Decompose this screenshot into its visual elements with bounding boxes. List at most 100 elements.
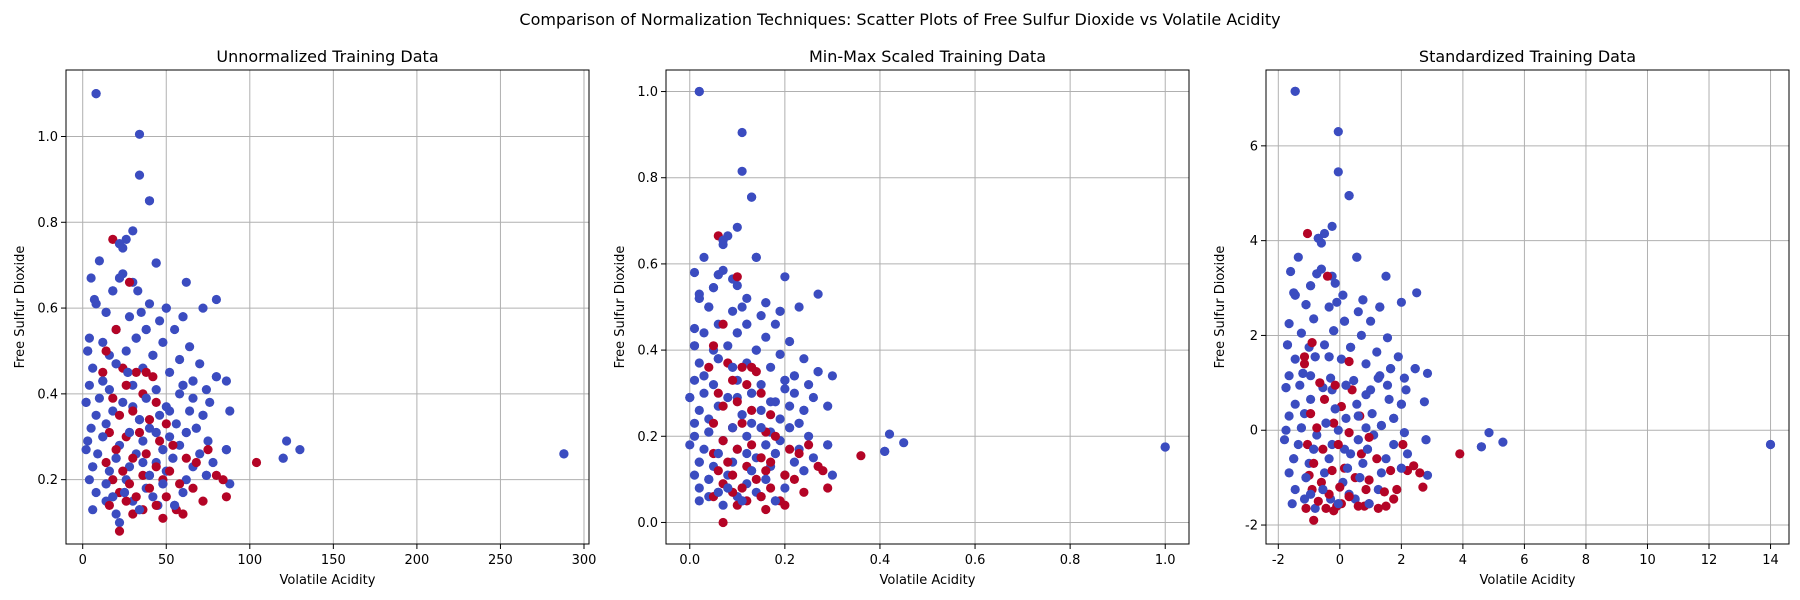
- scatter-point-class-0: [1309, 444, 1319, 454]
- scatter-point-class-1: [144, 415, 155, 425]
- scatter-point-class-0: [756, 423, 766, 433]
- scatter-point-class-1: [155, 436, 165, 446]
- scatter-point-class-0: [1327, 221, 1337, 231]
- scatter-point-class-0: [559, 449, 569, 459]
- scatter-point-class-0: [118, 397, 128, 407]
- scatter-point-class-1: [1373, 503, 1383, 513]
- scatter-point-class-0: [98, 337, 108, 347]
- y-axis-label: Free Sulfur Dioxide: [613, 246, 628, 369]
- scatter-point-class-0: [98, 432, 108, 442]
- subplot-title: Unnormalized Training Data: [216, 47, 438, 66]
- scatter-point-class-0: [211, 372, 221, 382]
- scatter-point-class-0: [98, 376, 108, 386]
- x-tick-label: -2: [1272, 553, 1285, 568]
- scatter-point-class-0: [689, 341, 700, 351]
- scatter-point-class-0: [148, 492, 158, 502]
- scatter-point-class-0: [83, 346, 93, 356]
- scatter-point-class-0: [1310, 352, 1320, 362]
- scatter-point-class-0: [770, 496, 781, 506]
- scatter-point-class-0: [1286, 266, 1296, 277]
- scatter-point-class-0: [747, 192, 757, 202]
- x-tick-label: 0.2: [775, 553, 796, 568]
- scatter-point-class-0: [94, 393, 104, 403]
- scatter-point-class-0: [104, 385, 114, 395]
- scatter-point-class-0: [1352, 399, 1362, 409]
- scatter-point-class-0: [699, 252, 709, 262]
- scatter-point-class-0: [723, 392, 733, 403]
- scatter-point-class-1: [111, 445, 121, 455]
- scatter-point-class-1: [221, 492, 231, 502]
- scatter-point-class-1: [718, 319, 728, 329]
- scatter-point-class-1: [144, 483, 155, 493]
- axes-frame: [665, 69, 1190, 545]
- scatter-point-class-0: [761, 332, 771, 342]
- scatter-point-class-0: [1296, 328, 1306, 338]
- scatter-point-class-0: [785, 401, 795, 411]
- scatter-point-class-0: [1384, 394, 1394, 404]
- scatter-point-class-1: [138, 470, 148, 480]
- scatter-point-class-0: [198, 303, 208, 313]
- scatter-point-class-0: [165, 367, 175, 377]
- scatter-point-class-0: [1498, 437, 1508, 447]
- scatter-point-class-0: [198, 410, 208, 420]
- scatter-point-class-0: [124, 312, 135, 322]
- scatter-point-class-0: [1396, 297, 1406, 307]
- scatter-point-class-0: [1344, 191, 1354, 201]
- scatter-point-class-0: [1324, 352, 1334, 362]
- scatter-point-class-0: [81, 445, 91, 455]
- scatter-point-class-1: [121, 380, 131, 390]
- scatter-point-class-0: [1279, 435, 1290, 445]
- scatter-point-class-0: [794, 418, 804, 428]
- scatter-point-class-1: [1306, 409, 1316, 419]
- scatter-point-class-0: [1319, 228, 1330, 239]
- scatter-point-class-0: [823, 440, 833, 450]
- scatter-point-class-0: [119, 487, 130, 498]
- scatter-point-class-0: [91, 89, 101, 99]
- scatter-point-class-0: [1381, 271, 1391, 281]
- scatter-point-class-0: [1321, 418, 1331, 428]
- scatter-point-class-0: [111, 359, 121, 369]
- scatter-point-class-0: [211, 294, 221, 305]
- scatter-point-class-0: [108, 286, 118, 296]
- scatter-point-class-0: [101, 419, 111, 429]
- scatter-point-class-0: [1367, 409, 1377, 419]
- scatter-point-class-0: [1382, 380, 1393, 390]
- scatter-point-class-1: [799, 487, 809, 497]
- scatter-point-class-0: [785, 336, 795, 347]
- scatter-point-class-0: [1306, 489, 1316, 499]
- scatter-point-class-1: [111, 324, 121, 335]
- scatter-point-class-0: [689, 470, 700, 480]
- scatter-point-class-0: [1382, 333, 1393, 343]
- scatter-point-class-0: [1396, 463, 1406, 473]
- scatter-point-class-1: [151, 500, 161, 510]
- scatter-point-class-1: [191, 457, 201, 468]
- scatter-point-class-0: [1293, 439, 1303, 450]
- scatter-point-class-1: [131, 492, 141, 502]
- scatter-point-class-0: [694, 293, 704, 303]
- scatter-point-class-0: [704, 302, 714, 312]
- subplot-unnormalized: 0 50 100 150 200 250 300 0.2 0.4 0.6 0.8 1.0 Unnorm…: [13, 47, 596, 588]
- y-tick-label: 0: [1250, 424, 1258, 439]
- scatter-point-class-1: [1372, 454, 1382, 464]
- scatter-point-class-0: [1349, 375, 1359, 386]
- x-tick-label: 1.0: [1155, 553, 1176, 568]
- y-axis-label: Free Sulfur Dioxide: [13, 246, 28, 369]
- scatter-point-class-0: [1376, 420, 1386, 431]
- scatter-point-class-1: [1299, 359, 1310, 369]
- scatter-point-class-0: [1319, 468, 1330, 478]
- scatter-point-class-0: [168, 453, 178, 463]
- scatter-point-class-0: [88, 363, 98, 373]
- subplot-title: Standardized Training Data: [1419, 47, 1636, 66]
- scatter-point-class-0: [1284, 411, 1294, 421]
- scatter-point-class-0: [1421, 435, 1431, 445]
- scatter-point-class-0: [1312, 430, 1322, 440]
- scatter-point-class-1: [1307, 338, 1317, 348]
- scatter-point-class-0: [93, 449, 103, 459]
- scatter-point-class-0: [88, 505, 98, 515]
- x-tick-label: 100: [237, 553, 262, 568]
- scatter-point-class-0: [1290, 484, 1300, 495]
- scatter-point-class-0: [151, 385, 161, 395]
- scatter-point-class-1: [1398, 439, 1408, 450]
- scatter-point-class-0: [1381, 454, 1391, 464]
- scatter-point-class-1: [98, 367, 108, 377]
